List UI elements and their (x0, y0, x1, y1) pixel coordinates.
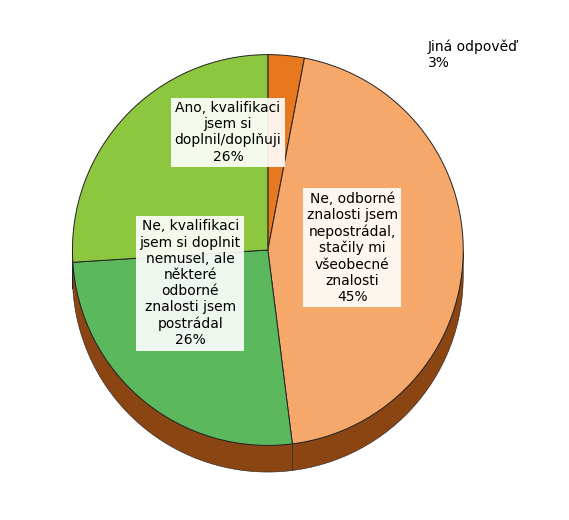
Wedge shape (268, 58, 463, 444)
Wedge shape (268, 55, 304, 250)
Text: Ano, kvalifikaci
jsem si
doplnil/doplňuji
26%: Ano, kvalifikaci jsem si doplnil/doplňuj… (175, 101, 281, 164)
Text: Ne, odborné
znalosti jsem
nepostrádal,
stačily mi
všeobecné
znalosti
45%: Ne, odborné znalosti jsem nepostrádal, s… (307, 191, 398, 304)
Wedge shape (73, 250, 292, 446)
Polygon shape (73, 262, 292, 472)
Wedge shape (72, 55, 268, 262)
Text: Jiná odpověď
3%: Jiná odpověď 3% (428, 39, 518, 70)
Text: Ne, kvalifikaci
jsem si doplnit
nemusel, ale
některé
odborné
znalosti jsem
postr: Ne, kvalifikaci jsem si doplnit nemusel,… (139, 219, 241, 347)
Polygon shape (292, 252, 463, 471)
